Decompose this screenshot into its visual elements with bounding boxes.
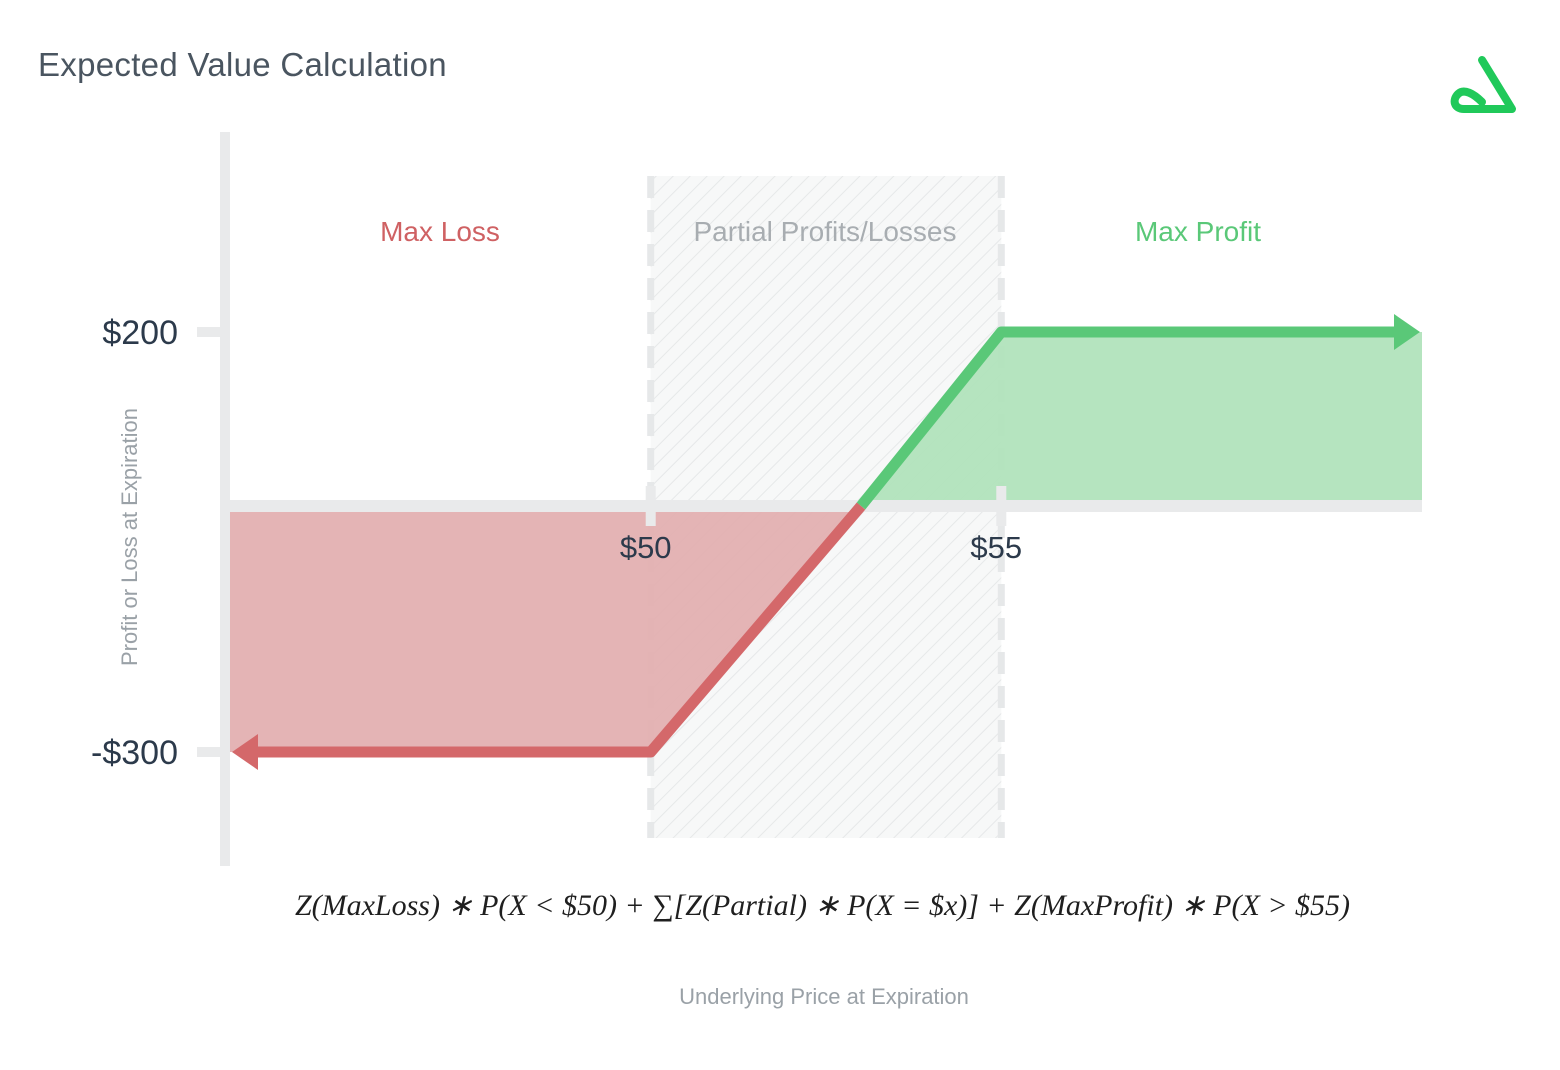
left-arrow-icon: [232, 734, 258, 770]
x-tick-label: $55: [970, 530, 1022, 565]
loss-line: [248, 502, 866, 758]
max-profit-area: [861, 332, 1422, 500]
y-tick-label: -$300: [91, 734, 178, 772]
zone-label: Max Profit: [1135, 216, 1261, 247]
brand-logo-icon: [1446, 54, 1518, 125]
profit-line: [856, 326, 1398, 510]
page-title: Expected Value Calculation: [38, 46, 447, 83]
expected-value-formula: Z(MaxLoss) ∗ P(X < $50) + ∑[Z(Partial) ∗…: [294, 889, 1351, 922]
zone-label: Partial Profits/Losses: [694, 216, 957, 247]
zone-label: Max Loss: [380, 216, 500, 247]
y-tick-label: $200: [102, 314, 178, 352]
max-loss-area: [230, 512, 862, 752]
x-tick-label: $50: [620, 530, 672, 565]
x-axis-label: Underlying Price at Expiration: [679, 984, 969, 1009]
right-arrow-icon: [1394, 314, 1420, 350]
y-axis-label: Profit or Loss at Expiration: [117, 408, 142, 666]
